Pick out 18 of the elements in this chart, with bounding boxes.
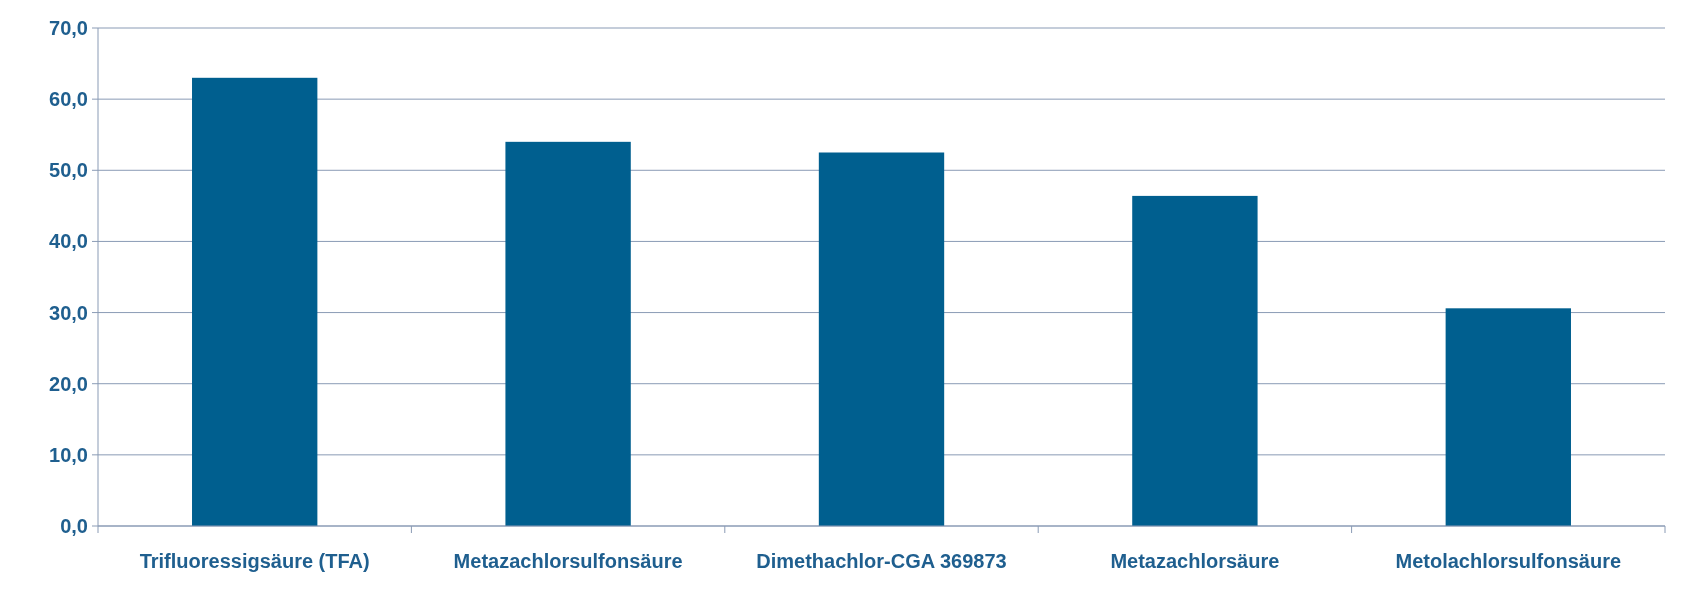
- bar: [818, 152, 945, 526]
- bar: [1132, 195, 1258, 526]
- x-tick-label: Metolachlorsulfonsäure: [1395, 550, 1622, 572]
- x-tick-label: Dimethachlor-CGA 369873: [756, 550, 1007, 572]
- x-tick-label: Trifluoressigsäure (TFA): [139, 550, 370, 572]
- y-tick-label: 20,0: [49, 372, 88, 395]
- y-tick-label: 30,0: [49, 301, 88, 324]
- y-tick-label: 10,0: [49, 443, 88, 466]
- x-tick-label: Metazachlorsäure: [1110, 550, 1280, 572]
- x-tick-label: Metazachlorsulfonsäure: [453, 550, 683, 572]
- y-tick-label: 70,0: [49, 17, 88, 39]
- y-tick-label: 50,0: [49, 159, 88, 182]
- bar: [192, 77, 318, 526]
- bar: [505, 141, 631, 526]
- y-tick-label: 40,0: [49, 230, 88, 253]
- y-tick-label: 0,0: [60, 515, 88, 537]
- y-tick-label: 60,0: [49, 88, 88, 111]
- bar: [1445, 308, 1571, 526]
